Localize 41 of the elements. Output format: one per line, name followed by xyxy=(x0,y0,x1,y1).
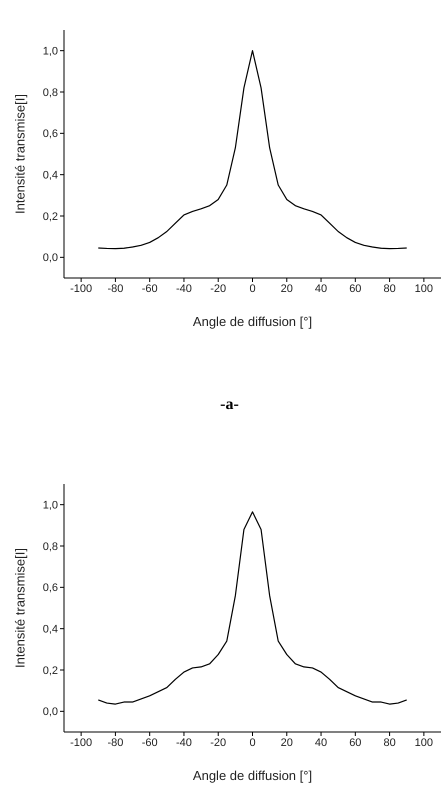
x-tick-label: 100 xyxy=(414,736,434,749)
y-tick-label: 0,8 xyxy=(42,540,58,553)
y-tick-label: 0,8 xyxy=(42,86,58,99)
x-tick-label: 60 xyxy=(349,736,362,749)
y-tick-label: 0,4 xyxy=(42,170,58,182)
y-axis-title: Intensité transmise[I] xyxy=(12,548,28,668)
y-tick-label: 0,0 xyxy=(42,706,58,718)
y-tick-label: 0,0 xyxy=(42,252,58,264)
x-tick-label: 60 xyxy=(349,282,362,295)
x-tick-label: 20 xyxy=(280,282,293,295)
y-tick-label: 0,6 xyxy=(42,582,58,594)
x-tick-label: -60 xyxy=(142,282,158,295)
y-axis-title: Intensité transmise[I] xyxy=(12,94,28,214)
y-tick-label: 1,0 xyxy=(42,46,58,58)
x-tick-label: -40 xyxy=(176,282,192,295)
x-tick-label: 40 xyxy=(314,736,328,749)
x-tick-label: 0 xyxy=(249,736,256,749)
x-tick-label: 100 xyxy=(414,282,434,295)
x-tick-label: -100 xyxy=(70,282,92,295)
x-tick-label: -40 xyxy=(176,736,192,749)
x-tick-label: -20 xyxy=(210,282,226,295)
text: -a- xyxy=(219,396,240,414)
x-tick-label: -80 xyxy=(107,736,124,749)
line-series xyxy=(98,50,408,250)
y-tick-label: 0,2 xyxy=(42,210,58,223)
x-tick-label: 80 xyxy=(383,736,396,749)
y-tick-label: 1,0 xyxy=(42,500,58,512)
line-series xyxy=(98,511,408,705)
x-tick-label: 40 xyxy=(314,282,328,295)
x-tick-label: 80 xyxy=(383,282,396,295)
x-tick-label: 20 xyxy=(280,736,293,749)
x-tick-label: -100 xyxy=(70,736,92,749)
x-axis-title: Angle de diffusion [°] xyxy=(192,314,312,329)
x-tick-label: 0 xyxy=(249,282,256,295)
y-tick-label: 0,6 xyxy=(42,128,58,140)
y-tick-label: 0,2 xyxy=(42,664,58,677)
y-tick-label: 0,4 xyxy=(42,624,58,636)
x-tick-label: -20 xyxy=(210,736,226,749)
x-tick-label: -80 xyxy=(107,282,124,295)
x-axis-title: Angle de diffusion [°] xyxy=(192,768,312,783)
x-tick-label: -60 xyxy=(142,736,158,749)
